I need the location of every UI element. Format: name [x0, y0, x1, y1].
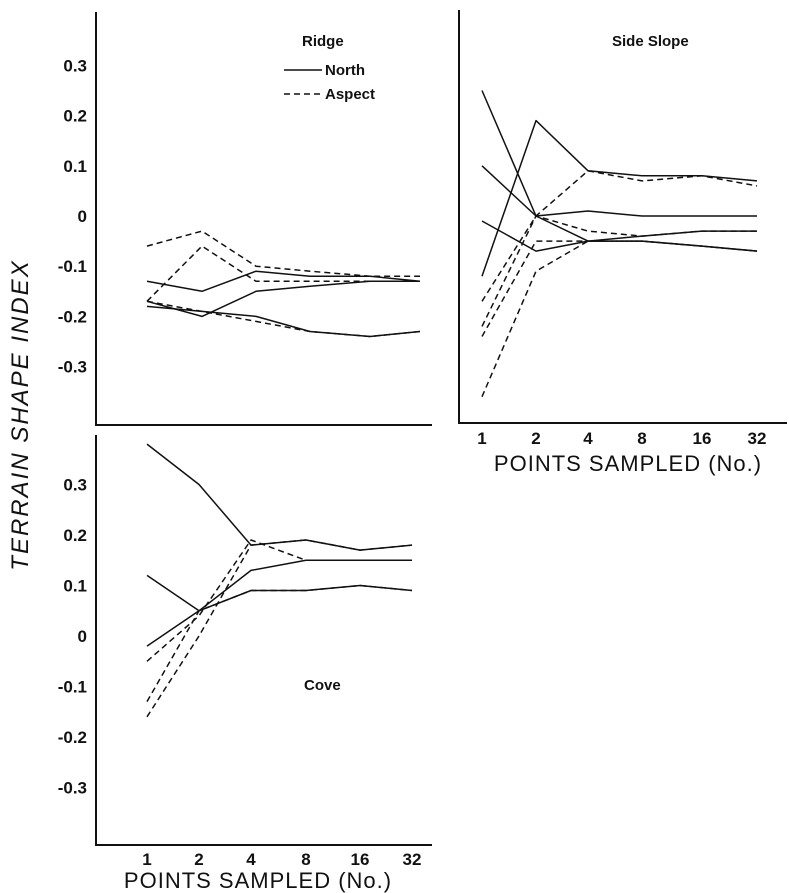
y-axis-title: TERRAIN SHAPE INDEX — [7, 259, 34, 570]
ridge-series-dashed-line — [146, 230, 420, 277]
cove-series-dashed-line — [146, 539, 412, 662]
side-slope-x-tick-label: 2 — [531, 429, 540, 448]
cove-y-tick-label: 0.2 — [63, 526, 87, 545]
cove-x-axis-title: POINTS SAMPLED (No.) — [124, 868, 392, 893]
cove-x-tick-label: 1 — [142, 850, 151, 869]
cove-y-tick-label: -0.1 — [58, 678, 87, 697]
side-slope-x-tick-label: 8 — [637, 429, 646, 448]
ridge-y-tick-label: -0.2 — [58, 307, 87, 326]
cove-y-tick-label: 0.1 — [63, 577, 87, 596]
side-slope-panel-title: Side Slope — [612, 33, 689, 50]
ridge-y-tick-label: 0.2 — [63, 107, 87, 126]
ridge-y-tick-labels: 0.3 0.2 0.1 0 -0.1 -0.2 -0.3 — [58, 56, 87, 376]
cove-series-dashed-line — [146, 539, 413, 718]
ridge-y-tick-label: 0.3 — [63, 56, 87, 75]
cove-y-tick-label: -0.2 — [58, 728, 87, 747]
side-slope-axes — [458, 10, 787, 424]
cove-x-tick-label: 32 — [403, 850, 422, 869]
legend: North Aspect — [284, 62, 375, 103]
cove-x-tick-label: 16 — [351, 850, 370, 869]
side-slope-series-dashed-line — [481, 240, 758, 337]
ridge-y-tick-label: -0.3 — [58, 358, 87, 377]
ridge-panel-title: Ridge — [302, 33, 344, 50]
side-slope-series-dashed-line — [481, 215, 757, 327]
cove-axes — [95, 435, 432, 846]
ridge-y-tick-label: 0 — [78, 207, 87, 226]
cove-series-solid-line — [146, 559, 412, 612]
cove-y-tick-label: -0.3 — [58, 779, 87, 798]
side-slope-series-solid-line — [481, 90, 757, 217]
cove-series-solid-line — [146, 443, 413, 551]
cove-y-tick-label: 0 — [78, 627, 87, 646]
legend-north-label: North — [325, 62, 365, 79]
ridge-series-dashed-line — [146, 245, 420, 302]
cove-y-tick-label: 0.3 — [63, 476, 87, 495]
side-slope-x-tick-label: 4 — [583, 429, 593, 448]
cove-panel-title: Cove — [304, 677, 341, 694]
legend-aspect-label: Aspect — [325, 86, 375, 103]
ridge-series-solid-line — [146, 305, 421, 338]
side-slope-series-lines — [481, 90, 758, 397]
ridge-y-tick-label: 0.1 — [63, 157, 87, 176]
cove-x-tick-label: 4 — [246, 850, 256, 869]
cove-series-solid-line — [146, 584, 413, 647]
ridge-series-dashed-line — [146, 300, 421, 338]
cove-series-lines — [146, 443, 413, 718]
side-slope-series-solid-line — [481, 220, 757, 252]
cove-x-tick-label: 2 — [194, 850, 203, 869]
cove-panel: 0.3 0.2 0.1 0 -0.1 -0.2 -0.3 1 2 4 8 16 32 Cove POI… — [58, 435, 432, 893]
side-slope-series-dashed-line — [481, 240, 758, 397]
ridge-axes — [95, 12, 432, 426]
side-slope-series-solid-line — [481, 119, 758, 277]
side-slope-series-dashed-line — [481, 170, 758, 302]
cove-x-tick-labels: 1 2 4 8 16 32 — [142, 850, 421, 869]
side-slope-x-tick-label: 1 — [477, 429, 486, 448]
cove-x-tick-label: 8 — [301, 850, 310, 869]
ridge-series-solid-line — [146, 270, 421, 293]
side-slope-x-tick-label: 16 — [693, 429, 712, 448]
ridge-series-lines — [146, 230, 421, 338]
side-slope-panel: 1 2 4 8 16 32 Side Slope POINTS SAMPLED (No.) — [458, 10, 787, 476]
side-slope-x-tick-labels: 1 2 4 8 16 32 — [477, 429, 766, 448]
side-slope-x-axis-title: POINTS SAMPLED (No.) — [494, 451, 762, 476]
ridge-series-solid-line — [146, 280, 420, 318]
ridge-y-tick-label: -0.1 — [58, 257, 87, 276]
cove-y-tick-labels: 0.3 0.2 0.1 0 -0.1 -0.2 -0.3 — [58, 476, 87, 798]
ridge-panel: 0.3 0.2 0.1 0 -0.1 -0.2 -0.3 Ridge North Aspec… — [58, 12, 432, 426]
side-slope-x-tick-label: 32 — [748, 429, 767, 448]
